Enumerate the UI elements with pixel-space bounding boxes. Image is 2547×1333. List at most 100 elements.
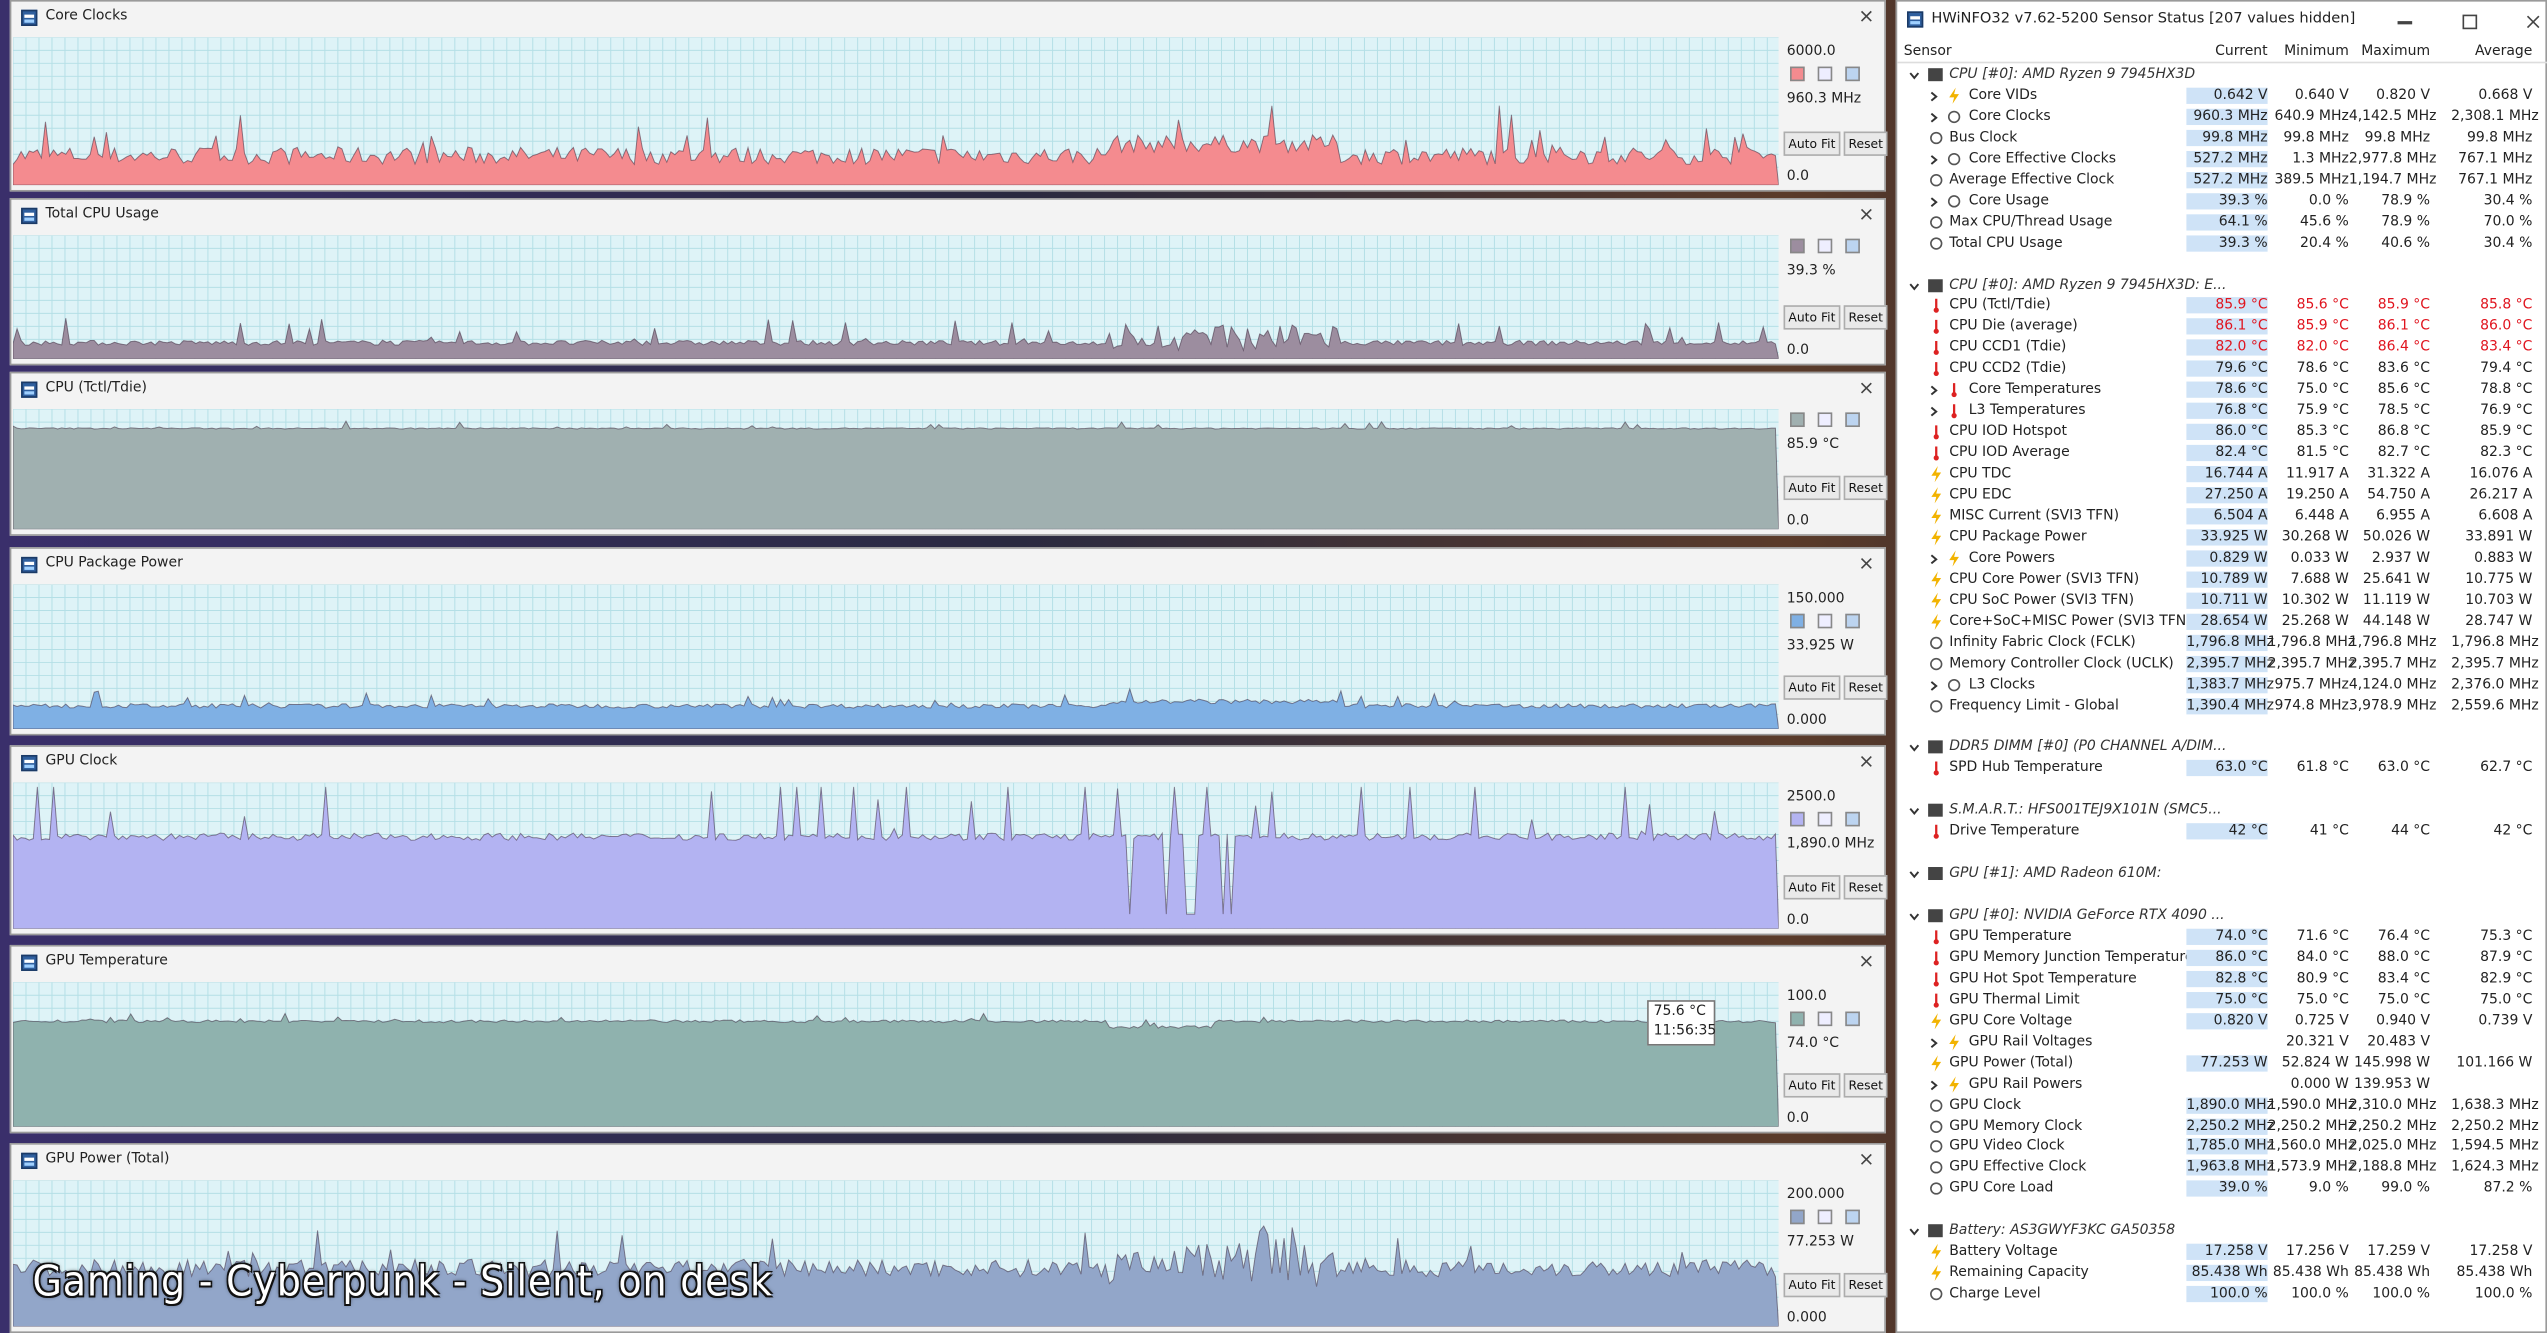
close-button[interactable]: [1860, 955, 1873, 968]
color-swatch[interactable]: [1790, 1209, 1805, 1225]
sensor-row[interactable]: CPU (Tctl/Tdie) 85.9 °C 85.6 °C 85.9 °C 85.8…: [1897, 296, 2547, 317]
sensor-row[interactable]: SPD Hub Temperature 63.0 °C 61.8 °C 63.0 °C…: [1897, 759, 2547, 780]
expand-arrow[interactable]: [1928, 680, 1939, 691]
reset-button[interactable]: Reset: [1843, 1272, 1888, 1298]
sensor-row[interactable]: GPU Rail Voltages 20.321 V 20.483 V: [1897, 1032, 2547, 1053]
expand-arrow[interactable]: [1909, 743, 1920, 754]
sensor-row[interactable]: GPU Power (Total) 77.253 W 52.824 W 145.998…: [1897, 1053, 2547, 1074]
color-swatch[interactable]: [1790, 613, 1805, 629]
expand-arrow[interactable]: [1928, 112, 1939, 123]
sensor-row[interactable]: Drive Temperature 42 °C 41 °C 44 °C 42 °C: [1897, 822, 2547, 843]
color-swatch[interactable]: [1790, 238, 1805, 254]
sensor-row[interactable]: CPU SoC Power (SVI3 TFN) 10.711 W 10.302 W…: [1897, 591, 2547, 612]
color-swatch[interactable]: [1845, 412, 1860, 428]
auto-fit-button[interactable]: Auto Fit: [1783, 675, 1841, 700]
auto-fit-button[interactable]: Auto Fit: [1783, 305, 1841, 330]
sensor-row[interactable]: CPU IOD Hotspot 86.0 °C 85.3 °C 86.8 °C 85.9…: [1897, 422, 2547, 443]
group-name[interactable]: GPU [#0]: NVIDIA GeForce RTX 4090 ...: [1949, 907, 2225, 924]
color-swatch[interactable]: [1845, 811, 1860, 827]
sensor-row[interactable]: Remaining Capacity 85.438 Wh 85.438 Wh 85.4…: [1897, 1263, 2547, 1284]
sensor-row[interactable]: GPU Rail Powers 0.000 W 139.953 W: [1897, 1074, 2547, 1095]
sensor-row[interactable]: Memory Controller Clock (UCLK) 2,395.7 MH…: [1897, 654, 2547, 675]
close-button[interactable]: [1860, 382, 1873, 395]
expand-arrow[interactable]: [1909, 911, 1920, 922]
sensor-row[interactable]: Bus Clock 99.8 MHz 99.8 MHz 99.8 MHz 99.8 MH…: [1897, 128, 2547, 149]
sensor-row[interactable]: Average Effective Clock 527.2 MHz 389.5 MH…: [1897, 170, 2547, 191]
expand-arrow[interactable]: [1928, 1079, 1939, 1090]
sensor-row[interactable]: GPU Video Clock 1,785.0 MHz 1,560.0 MHz 2,0…: [1897, 1137, 2547, 1158]
reset-button[interactable]: Reset: [1843, 305, 1888, 330]
color-swatch[interactable]: [1790, 412, 1805, 428]
sensor-row[interactable]: CPU IOD Average 82.4 °C 81.5 °C 82.7 °C 82.3…: [1897, 443, 2547, 464]
expand-arrow[interactable]: [1928, 1037, 1939, 1048]
color-swatch[interactable]: [1817, 412, 1833, 428]
close-button[interactable]: [1860, 10, 1873, 23]
sensor-row[interactable]: CPU CCD2 (Tdie) 79.6 °C 78.6 °C 83.6 °C 79.4…: [1897, 359, 2547, 380]
color-swatch[interactable]: [1845, 1209, 1860, 1225]
auto-fit-button[interactable]: Auto Fit: [1783, 475, 1841, 501]
sensor-row[interactable]: CPU TDC 16.744 A 11.917 A 31.322 A 16.076 A: [1897, 464, 2547, 485]
sensor-row[interactable]: L3 Temperatures 76.8 °C 75.9 °C 78.5 °C 76.9…: [1897, 401, 2547, 422]
color-swatch[interactable]: [1790, 1011, 1805, 1027]
group-name[interactable]: CPU [#0]: AMD Ryzen 9 7945HX3D: E...: [1949, 276, 2227, 294]
reset-button[interactable]: Reset: [1843, 475, 1888, 501]
sensor-row[interactable]: GPU Temperature 74.0 °C 71.6 °C 76.4 °C 75.3…: [1897, 927, 2547, 948]
group-name[interactable]: DDR5 DIMM [#0] (P0 CHANNEL A/DIM...: [1949, 739, 2227, 756]
sensor-row[interactable]: GPU Effective Clock 1,963.8 MHz 1,573.9 MH…: [1897, 1158, 2547, 1179]
color-swatch[interactable]: [1817, 613, 1833, 629]
color-swatch[interactable]: [1817, 238, 1833, 254]
sensor-row[interactable]: GPU Thermal Limit 75.0 °C 75.0 °C 75.0 °C 75…: [1897, 990, 2547, 1011]
expand-arrow[interactable]: [1909, 280, 1920, 291]
sensor-row[interactable]: Core Powers 0.829 W 0.033 W 2.937 W 0.883 W: [1897, 549, 2547, 570]
color-swatch[interactable]: [1817, 811, 1833, 827]
sensor-row[interactable]: CPU Die (average) 86.1 °C 85.9 °C 86.1 °C 86…: [1897, 317, 2547, 338]
reset-button[interactable]: Reset: [1843, 131, 1888, 156]
expand-arrow[interactable]: [1909, 869, 1920, 880]
reset-button[interactable]: Reset: [1843, 675, 1888, 700]
color-swatch[interactable]: [1845, 1011, 1860, 1027]
column-header[interactable]: Maximum: [2361, 43, 2431, 61]
color-swatch[interactable]: [1845, 66, 1860, 82]
color-swatch[interactable]: [1790, 811, 1805, 827]
sensor-row[interactable]: GPU Core Voltage 0.820 V 0.725 V 0.940 V 0.7…: [1897, 1011, 2547, 1032]
expand-arrow[interactable]: [1928, 154, 1939, 165]
reset-button[interactable]: Reset: [1843, 1073, 1888, 1098]
auto-fit-button[interactable]: Auto Fit: [1783, 875, 1841, 900]
color-swatch[interactable]: [1845, 613, 1860, 629]
sensor-row[interactable]: Core Temperatures 78.6 °C 75.0 °C 85.6 °C 78…: [1897, 380, 2547, 401]
expand-arrow[interactable]: [1928, 385, 1939, 396]
sensor-row[interactable]: L3 Clocks 1,383.7 MHz 975.7 MHz 4,124.0 MHz…: [1897, 675, 2547, 696]
sensor-row[interactable]: MISC Current (SVI3 TFN) 6.504 A 6.448 A 6.9…: [1897, 506, 2547, 527]
sensor-row[interactable]: CPU Package Power 33.925 W 30.268 W 50.026 …: [1897, 528, 2547, 549]
sensor-row[interactable]: Core Usage 39.3 % 0.0 % 78.9 % 30.4 %: [1897, 191, 2547, 212]
group-name[interactable]: Battery: AS3GWYF3KC GA50358: [1949, 1222, 2176, 1240]
sensor-row[interactable]: GPU Memory Clock 2,250.2 MHz 2,250.2 MHz 2,…: [1897, 1116, 2547, 1137]
expand-arrow[interactable]: [1909, 1226, 1920, 1237]
sensor-row[interactable]: Frequency Limit - Global 1,390.4 MHz 974.8…: [1897, 696, 2547, 717]
sensor-row[interactable]: CPU CCD1 (Tdie) 82.0 °C 82.0 °C 86.4 °C 83.4…: [1897, 338, 2547, 359]
expand-arrow[interactable]: [1928, 553, 1939, 564]
color-swatch[interactable]: [1817, 1209, 1833, 1225]
sensor-row[interactable]: GPU Core Load 39.0 % 9.0 % 99.0 % 87.2 %: [1897, 1179, 2547, 1200]
close-button[interactable]: [1860, 1153, 1873, 1166]
sensor-row[interactable]: Core Clocks 960.3 MHz 640.9 MHz 4,142.5 MHz…: [1897, 107, 2547, 128]
close-button[interactable]: [1860, 557, 1873, 570]
reset-button[interactable]: Reset: [1843, 875, 1888, 900]
sensor-row[interactable]: Charge Level 100.0 % 100.0 % 100.0 % 100.0 %: [1897, 1284, 2547, 1305]
sensor-row[interactable]: Total CPU Usage 39.3 % 20.4 % 40.6 % 30.4 %: [1897, 233, 2547, 254]
expand-arrow[interactable]: [1928, 406, 1939, 417]
close-button[interactable]: [1860, 208, 1873, 221]
color-swatch[interactable]: [1817, 66, 1833, 82]
column-header[interactable]: Minimum: [2284, 43, 2349, 61]
maximize-button[interactable]: [2462, 14, 2478, 30]
sensor-row[interactable]: Infinity Fabric Clock (FCLK) 1,796.8 MHz 1…: [1897, 633, 2547, 654]
column-header[interactable]: Current: [2215, 43, 2268, 61]
sensor-row[interactable]: Core Effective Clocks 527.2 MHz 1.3 MHz 2,9…: [1897, 149, 2547, 170]
color-swatch[interactable]: [1845, 238, 1860, 254]
expand-arrow[interactable]: [1928, 196, 1939, 207]
group-name[interactable]: S.M.A.R.T.: HFS001TEJ9X101N (SMC5...: [1949, 802, 2222, 819]
group-name[interactable]: CPU [#0]: AMD Ryzen 9 7945HX3D: [1949, 66, 2196, 83]
expand-arrow[interactable]: [1909, 70, 1920, 81]
expand-arrow[interactable]: [1928, 91, 1939, 102]
sensor-row[interactable]: CPU EDC 27.250 A 19.250 A 54.750 A 26.217 A: [1897, 485, 2547, 506]
